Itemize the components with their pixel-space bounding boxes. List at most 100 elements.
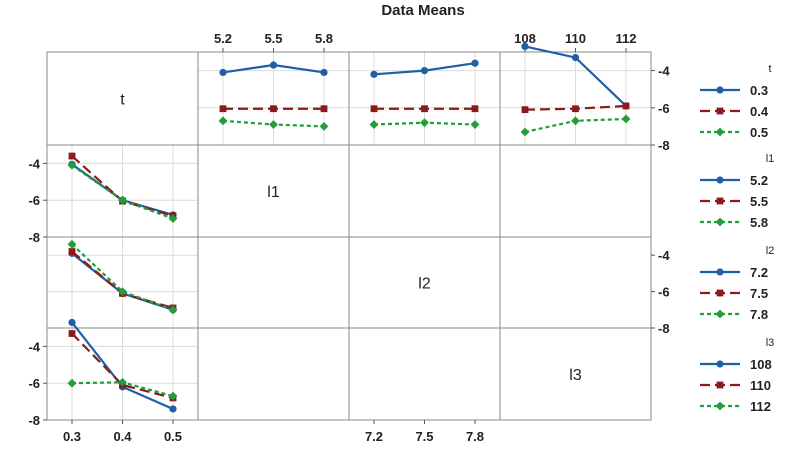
tick-label: -8	[658, 321, 670, 336]
legend-label: 5.2	[750, 173, 768, 188]
diagonal-labels: t l1 l2 l3	[120, 92, 582, 385]
chart-title: Data Means	[381, 2, 464, 19]
tick-label: 5.5	[264, 31, 282, 46]
legend-label: 112	[750, 399, 771, 414]
legend-title: l3	[766, 337, 775, 349]
data-point-square	[716, 381, 724, 389]
tick-label: -8	[658, 138, 670, 153]
data-point-square	[622, 102, 630, 110]
data-point-diamond	[715, 309, 725, 319]
data-point-square	[320, 105, 328, 113]
legend-label: 5.8	[750, 215, 768, 230]
data-point-square	[421, 105, 428, 113]
data-point-diamond	[168, 305, 178, 315]
axes-layer: 5.2 5.5 5.8 108 110 112 0.3 0.4 0.5 7.2 7.5 7.8 -4 -6…	[28, 31, 670, 444]
data-point-diamond	[420, 118, 429, 128]
data-point-diamond	[715, 217, 725, 227]
panel-frame	[348, 144, 501, 238]
data-point-square	[68, 248, 76, 255]
data-point-diamond	[470, 120, 480, 129]
data-point-diamond	[168, 214, 178, 223]
diagonal-label: l2	[418, 276, 431, 293]
tick-label: 0.4	[113, 429, 132, 444]
panel-frames	[46, 51, 652, 421]
data-point-square	[270, 105, 277, 113]
tick-label: -8	[28, 413, 40, 428]
series-layer	[67, 42, 631, 413]
interaction-panel	[67, 318, 178, 413]
data-point-diamond	[67, 378, 77, 388]
panel-frame	[499, 236, 652, 329]
legend-label: 7.8	[750, 307, 768, 322]
data-point-circle	[320, 68, 328, 77]
data-point-diamond	[571, 116, 580, 126]
legend-label: 108	[750, 357, 772, 372]
tick-label: 7.8	[466, 429, 484, 444]
series-line	[71, 332, 174, 399]
legend-title: l2	[766, 245, 775, 257]
data-point-circle	[219, 68, 227, 77]
panel-frame	[348, 327, 501, 421]
panel-frame	[499, 327, 652, 421]
data-point-square	[572, 105, 579, 113]
data-point-diamond	[118, 377, 127, 387]
data-point-diamond	[621, 114, 631, 124]
legend-label: 0.4	[750, 104, 769, 119]
data-point-circle	[471, 59, 479, 67]
data-point-square	[370, 105, 378, 113]
tick-label: 0.3	[63, 429, 81, 444]
legend-label: 5.5	[750, 194, 768, 209]
tick-label: 0.5	[164, 429, 182, 444]
tick-label: -4	[28, 339, 40, 354]
data-point-square	[521, 106, 529, 114]
diagonal-label: t	[120, 92, 125, 109]
panel-frame	[197, 327, 350, 421]
legend-label: 0.5	[750, 125, 768, 140]
data-point-circle	[68, 318, 76, 327]
data-point-circle	[169, 405, 177, 413]
legend-title: l1	[766, 153, 775, 165]
data-point-square	[716, 197, 724, 205]
interaction-panel	[67, 152, 178, 223]
tick-label: 5.8	[315, 31, 333, 46]
data-point-diamond	[269, 120, 278, 129]
legend-title: t	[768, 63, 771, 75]
interaction-panel	[369, 59, 480, 129]
data-point-square	[471, 105, 479, 113]
tick-label: -4	[28, 156, 40, 171]
data-point-diamond	[218, 116, 228, 126]
legend-label: 110	[750, 378, 771, 393]
tick-label: -8	[28, 230, 40, 245]
data-point-diamond	[168, 391, 178, 401]
data-point-circle	[716, 360, 724, 368]
data-point-square	[68, 330, 76, 337]
panel-frame	[197, 236, 350, 329]
data-point-diamond	[520, 127, 530, 137]
legend-group: l1 5.2 5.5 5.8	[700, 153, 774, 230]
series-line	[71, 243, 174, 311]
tick-label: -4	[658, 64, 670, 79]
tick-label: -6	[658, 101, 670, 116]
data-point-diamond	[118, 195, 127, 205]
tick-label: -4	[658, 248, 670, 263]
data-point-square	[716, 289, 724, 297]
tick-label: -6	[658, 285, 670, 300]
data-point-circle	[370, 70, 378, 78]
tick-label: -6	[28, 376, 40, 391]
data-point-diamond	[67, 160, 77, 170]
diagonal-label: l3	[569, 367, 582, 384]
data-point-circle	[571, 53, 580, 62]
data-point-circle	[716, 268, 724, 276]
legend-group: l2 7.2 7.5 7.8	[700, 245, 774, 322]
data-point-square	[716, 107, 724, 115]
data-point-circle	[716, 86, 724, 94]
tick-label: 108	[514, 31, 536, 46]
data-point-circle	[521, 42, 529, 51]
tick-label: -6	[28, 193, 40, 208]
legend-label: 7.5	[750, 286, 768, 301]
data-point-diamond	[715, 127, 725, 137]
legend: t0.3 0.4 0.5 l1 5.2 5.5 5.8 l2 7.2 7.5 7.8 l3 108 110…	[700, 63, 774, 414]
interaction-panel	[67, 239, 178, 315]
panel-frame	[499, 144, 652, 238]
